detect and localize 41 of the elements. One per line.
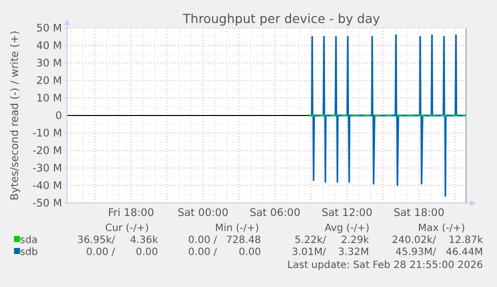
text: 46.44M [446, 247, 483, 258]
text: 728.48 [226, 235, 261, 246]
y-tick-label: -50 M [32, 198, 62, 210]
text: 3.01M/ [292, 247, 327, 258]
y-tick-label: 40 M [36, 40, 62, 52]
y-tick-label: -10 M [32, 128, 62, 140]
text: 0.00 / [188, 247, 218, 258]
text: Cur (-/+) [105, 223, 149, 234]
text: 4.36k [130, 235, 158, 246]
x-tick-label: Sat 06:00 [250, 207, 300, 219]
y-tick-label: 10 M [36, 92, 62, 105]
text: 3.32M [338, 247, 369, 258]
x-tick-label: Sat 18:00 [394, 207, 444, 219]
x-tick-label: Sat 12:00 [322, 207, 372, 219]
y-tick-label: -40 M [32, 180, 62, 192]
y-tick-label: 20 M [36, 75, 62, 88]
y-tick-label: -30 M [32, 162, 62, 175]
text: 0.00 / [86, 247, 116, 258]
text: 45.93M/ [395, 247, 437, 258]
y-axis-title: Bytes/second read (-) / write (+) [9, 30, 21, 200]
text: 0.00 [238, 247, 261, 258]
text: 240.02k/ [392, 235, 437, 246]
y-tick-label: 0 [55, 110, 62, 122]
text: 5.22k/ [294, 235, 327, 246]
x-tick-label: Sat 00:00 [178, 207, 228, 219]
x-tick-label: Fri 18:00 [108, 207, 154, 219]
y-tick-label: -20 M [32, 145, 62, 158]
text: 12.87k [448, 235, 484, 246]
text: Min (-/+) [214, 223, 260, 234]
chart-title: Throughput per device - by day [182, 11, 381, 26]
text: Last update: Sat Feb 28 21:55:00 2026 [287, 260, 483, 271]
legend-label: sda [20, 235, 38, 246]
text: 0.00 [136, 247, 158, 258]
text: Avg (-/+) [324, 223, 370, 234]
text: Max (-/+) [418, 223, 466, 234]
text: 0.00 / [188, 235, 218, 246]
y-tick-label: 50 M [36, 22, 62, 35]
text: 2.29k [340, 235, 370, 246]
y-tick-label: 30 M [36, 58, 62, 70]
text: 36.95k/ [77, 235, 116, 246]
legend-label: sdb [20, 247, 38, 258]
